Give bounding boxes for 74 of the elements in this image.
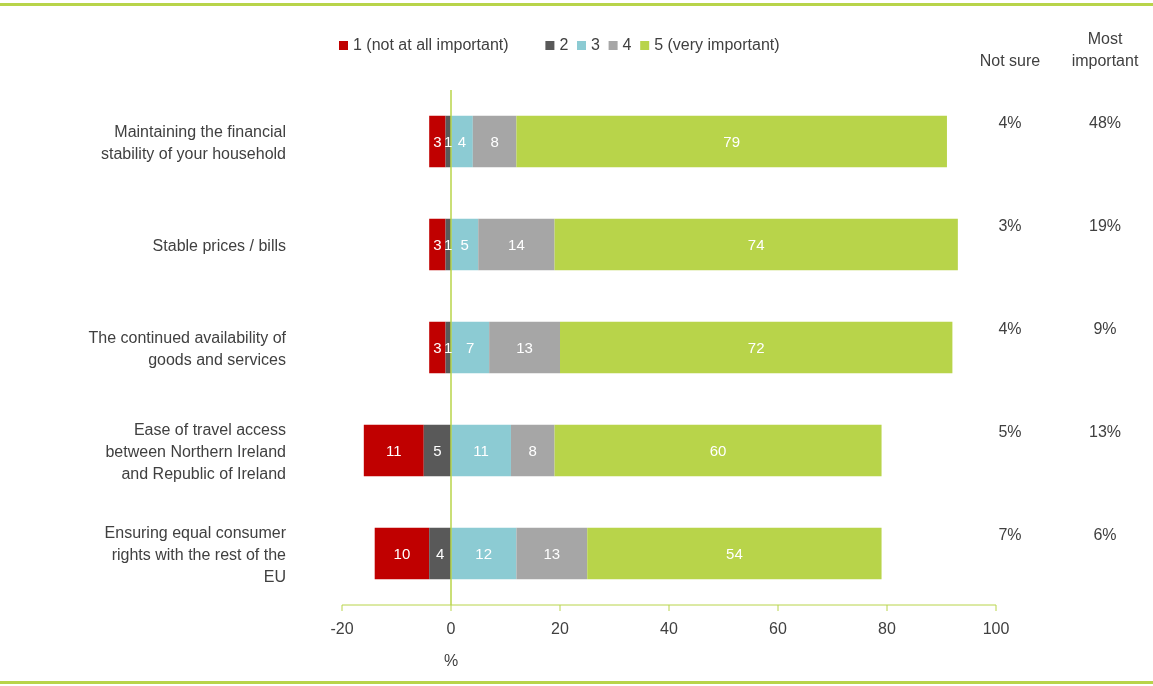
data-label: 13 (543, 544, 561, 562)
bar (423, 424, 451, 477)
bar (429, 218, 446, 271)
text: Not sure (979, 52, 1041, 69)
data-label: 12 (475, 544, 493, 562)
text: 6% (1093, 525, 1117, 543)
data-label: 11 (473, 441, 489, 459)
bar (472, 115, 517, 168)
text: 3% (998, 216, 1022, 234)
text: 5% (998, 422, 1022, 440)
x-tick-label: 80 (878, 620, 896, 637)
data-label: 79 (723, 132, 741, 150)
data-label: 8 (490, 132, 499, 150)
bar (429, 115, 446, 168)
data-label: 3 (433, 132, 442, 150)
text: 4% (998, 319, 1022, 337)
legend-label: 1 (not at all important) (353, 36, 509, 53)
x-tick-label: 100 (982, 620, 1010, 637)
y-tick-label: Ease of travel access between Northern Ireland and Republic of Ireland (105, 420, 286, 482)
bar (451, 115, 473, 168)
data-label: 3 (433, 235, 442, 253)
text: 7% (998, 525, 1022, 543)
x-axis-title: % (443, 652, 459, 669)
data-label: 3 (433, 338, 442, 356)
data-label: 4 (457, 132, 467, 150)
bar (560, 321, 953, 374)
y-tick-label: Stable prices / bills (152, 236, 286, 254)
data-label: 8 (528, 441, 537, 459)
data-label: 4 (435, 544, 445, 562)
legend-label: 2 (559, 36, 569, 53)
bar (429, 321, 446, 374)
x-tick-label: 40 (660, 620, 678, 637)
data-label: 74 (747, 235, 765, 253)
bar (429, 527, 451, 580)
x-tick-label: -20 (330, 620, 354, 637)
data-label: 5 (433, 441, 442, 459)
bar (363, 424, 424, 477)
x-tick-label: 60 (769, 620, 787, 637)
bar (374, 527, 430, 580)
data-label: 13 (516, 338, 533, 356)
bar (516, 115, 947, 168)
text: 9% (1093, 319, 1117, 337)
data-label: 54 (726, 544, 743, 562)
legend-label: 3 (591, 36, 600, 53)
bar (451, 218, 479, 271)
bar (451, 321, 490, 374)
legend-label: 5 (very important) (654, 36, 780, 53)
legend-label: 4 (622, 36, 632, 53)
data-label: 72 (747, 338, 765, 356)
x-tick-label: 0 (446, 620, 456, 637)
data-label: 7 (465, 338, 475, 356)
bar (510, 424, 555, 477)
bar (489, 321, 560, 374)
bar (554, 218, 958, 271)
bar (478, 218, 555, 271)
bar (554, 424, 882, 477)
text: Most important (1071, 30, 1139, 69)
bar (516, 527, 588, 580)
y-tick-label: Maintaining the financial stability of your household (101, 122, 286, 162)
bar (587, 527, 882, 580)
data-label: 10 (393, 544, 411, 562)
bar (451, 527, 517, 580)
x-tick-label: 20 (551, 620, 569, 637)
data-label: 60 (709, 441, 727, 459)
y-tick-label: The continued availability of goods and services (88, 328, 287, 368)
text: 19% (1088, 216, 1122, 234)
text: 4% (998, 113, 1022, 131)
data-label: 14 (508, 235, 525, 253)
data-label: 11 (385, 441, 402, 459)
text: 13% (1088, 422, 1122, 440)
y-tick-label: Ensuring equal consumer rights with the rest of the EU (104, 523, 287, 585)
data-label: 5 (460, 235, 469, 253)
bar (451, 424, 511, 477)
text: 48% (1088, 113, 1122, 131)
